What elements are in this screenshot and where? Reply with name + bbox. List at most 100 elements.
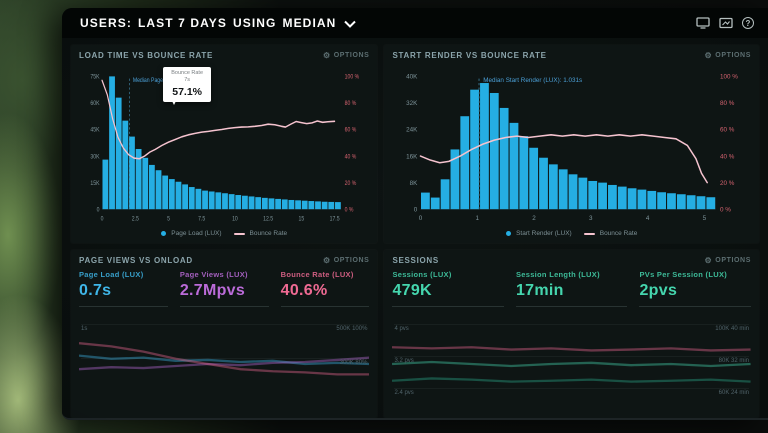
sparkline-svg	[79, 342, 370, 376]
panel-sessions: SESSIONS ⚙ OPTIONS Sessions (LUX) 479K S…	[384, 250, 759, 418]
metric-selector[interactable]: USERS: LAST 7 DAYS USING MEDIAN	[80, 16, 357, 30]
svg-text:100 %: 100 %	[345, 74, 360, 81]
panel-title: START RENDER VS BOUNCE RATE	[392, 51, 547, 60]
svg-text:0: 0	[97, 207, 100, 214]
legend-label: Page Load (LUX)	[171, 230, 222, 237]
svg-text:0: 0	[419, 215, 423, 222]
load-time-chart[interactable]: Median Page Load (LUX): 2.058s75K60K45K3…	[79, 62, 369, 228]
export-chart-icon[interactable]	[719, 17, 733, 29]
bounce-rate-tooltip: Bounce Rate 7s 57.1%	[163, 66, 212, 105]
svg-text:5: 5	[167, 216, 170, 223]
metric-row: Sessions (LUX) 479K Session Length (LUX)…	[392, 270, 751, 307]
svg-text:80 %: 80 %	[345, 101, 357, 108]
svg-text:12.5: 12.5	[263, 216, 274, 223]
legend-dot-icon	[161, 231, 167, 236]
options-button[interactable]: ⚙ OPTIONS	[704, 255, 751, 265]
svg-text:5: 5	[703, 215, 707, 222]
sparkline-svg	[392, 346, 751, 383]
panel-load-time-vs-bounce-rate: LOAD TIME VS BOUNCE RATE ⚙ OPTIONS Media…	[71, 45, 378, 243]
svg-text:24K: 24K	[407, 127, 419, 134]
svg-text:60 %: 60 %	[720, 127, 735, 134]
gear-icon: ⚙	[322, 50, 331, 60]
svg-text:0 %: 0 %	[720, 206, 731, 213]
svg-text:30K: 30K	[90, 154, 99, 161]
svg-text:2: 2	[533, 215, 537, 222]
title-using: USING	[232, 16, 277, 30]
start-render-chart[interactable]: Median Start Render (LUX): 1.031s 40K 32K 2…	[392, 62, 751, 228]
svg-text:20 %: 20 %	[345, 180, 357, 187]
metric-value: 0.7s	[79, 282, 112, 299]
legend-label: Bounce Rate	[599, 230, 638, 237]
svg-text:2.5: 2.5	[132, 216, 140, 223]
svg-text:7.5: 7.5	[198, 216, 206, 223]
svg-text:80 %: 80 %	[720, 100, 735, 107]
chart-legend: Start Render (LUX) Bounce Rate	[392, 228, 751, 241]
legend-dot-icon	[506, 231, 512, 236]
options-button[interactable]: ⚙ OPTIONS	[704, 50, 751, 60]
svg-text:20 %: 20 %	[720, 180, 735, 187]
metric-value: 40.6%	[280, 282, 328, 299]
start-render-histogram[interactable]: Median Start Render (LUX): 1.031s 40K 32K 2…	[392, 62, 751, 228]
panel-title: SESSIONS	[392, 256, 439, 265]
svg-text:15: 15	[299, 216, 305, 223]
legend-label: Start Render (LUX)	[516, 230, 572, 237]
legend-line-icon	[233, 232, 245, 235]
panel-title: LOAD TIME VS BOUNCE RATE	[79, 51, 213, 60]
metric-pvs-per-session: PVs Per Session (LUX) 2pvs	[639, 270, 751, 307]
svg-text:45K: 45K	[90, 127, 99, 134]
chevron-down-icon[interactable]	[344, 20, 357, 28]
tooltip-series: Bounce Rate	[171, 69, 204, 76]
svg-text:17.5: 17.5	[330, 216, 341, 223]
svg-text:60 %: 60 %	[345, 127, 357, 134]
legend-label: Bounce Rate	[249, 230, 288, 237]
load-time-histogram[interactable]: Median Page Load (LUX): 2.058s75K60K45K3…	[79, 62, 369, 228]
metric-row: Page Load (LUX) 0.7s Page Views (LUX) 2.…	[79, 270, 370, 307]
metric-bounce-rate: Bounce Rate (LUX) 40.6%	[280, 270, 370, 307]
metric-value: 17min	[515, 282, 564, 299]
sessions-sparkline-chart[interactable]: 4 pvs 100K 40 min 3.2 pvs 80K 32 min 2.4 p…	[392, 312, 751, 416]
display-icon[interactable]	[696, 17, 710, 29]
svg-text:40 %: 40 %	[345, 154, 357, 161]
svg-text:15K: 15K	[90, 180, 99, 187]
svg-text:1: 1	[476, 215, 480, 222]
metric-page-views: Page Views (LUX) 2.7Mpvs	[179, 270, 269, 307]
svg-text:0: 0	[414, 206, 418, 213]
title-metric: MEDIAN	[282, 16, 337, 30]
svg-text:3: 3	[590, 215, 594, 222]
svg-text:75K: 75K	[90, 74, 99, 81]
legend-line-icon	[583, 232, 595, 235]
gear-icon: ⚙	[704, 255, 713, 265]
metric-value: 2pvs	[639, 282, 678, 299]
panel-page-views-vs-onload: PAGE VIEWS VS ONLOAD ⚙ OPTIONS Page Load…	[71, 250, 378, 418]
title-users: USERS:	[80, 16, 132, 30]
title-range: LAST 7 DAYS	[137, 16, 227, 30]
svg-text:10: 10	[232, 216, 238, 223]
topbar: USERS: LAST 7 DAYS USING MEDIAN ?	[62, 8, 768, 38]
dashboard: LOAD TIME VS BOUNCE RATE ⚙ OPTIONS Media…	[62, 38, 768, 418]
topbar-actions: ?	[696, 17, 754, 29]
page-views-sparkline-chart[interactable]: 1s 500K 100% 300K 80%	[79, 312, 370, 416]
svg-text:60K: 60K	[90, 101, 99, 108]
metric-value: 479K	[392, 282, 432, 299]
svg-text:100 %: 100 %	[720, 73, 738, 80]
svg-text:Median Start Render (LUX): 1.0: Median Start Render (LUX): 1.031s	[484, 77, 583, 84]
metric-session-length: Session Length (LUX) 17min	[515, 270, 628, 307]
options-button[interactable]: ⚙ OPTIONS	[322, 255, 370, 265]
panel-title: PAGE VIEWS VS ONLOAD	[79, 256, 193, 265]
monitor-screen: USERS: LAST 7 DAYS USING MEDIAN ? L	[62, 8, 768, 420]
options-button[interactable]: ⚙ OPTIONS	[322, 50, 370, 60]
metric-sessions: Sessions (LUX) 479K	[392, 270, 504, 307]
svg-text:16K: 16K	[407, 153, 419, 160]
chart-legend: Page Load (LUX) Bounce Rate	[79, 228, 369, 241]
tooltip-x: 7s	[184, 77, 191, 84]
help-icon[interactable]: ?	[742, 17, 754, 29]
gear-icon: ⚙	[322, 255, 331, 265]
svg-text:8K: 8K	[410, 180, 418, 187]
svg-text:40 %: 40 %	[720, 153, 735, 160]
tooltip-value: 57.1%	[172, 85, 203, 98]
svg-text:4: 4	[646, 215, 650, 222]
metric-value: 2.7Mpvs	[179, 282, 246, 299]
svg-text:0: 0	[101, 216, 104, 223]
gear-icon: ⚙	[704, 50, 713, 60]
